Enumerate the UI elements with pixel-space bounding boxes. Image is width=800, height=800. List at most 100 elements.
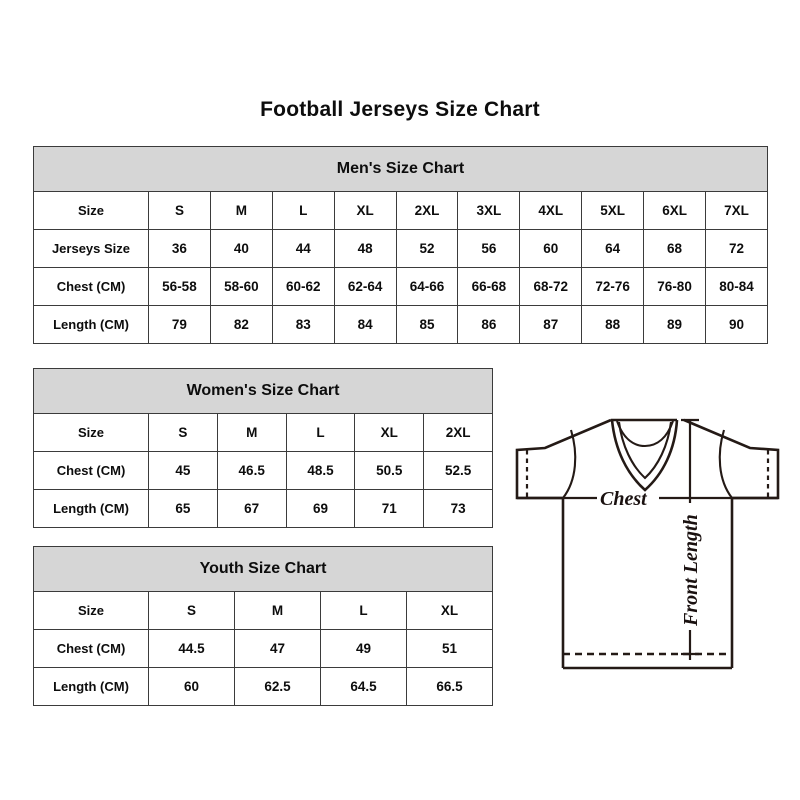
- row-label-chest-cm: Chest (CM): [33, 629, 149, 668]
- cell: 58-60: [209, 267, 273, 306]
- cell: 60: [519, 229, 583, 268]
- cell: 90: [705, 305, 768, 344]
- v-neck-outer-line: [610, 419, 679, 492]
- cell: 48: [333, 229, 397, 268]
- column-header-xl: XL: [405, 591, 494, 630]
- column-header-size: Size: [33, 591, 149, 630]
- cell: 73: [423, 489, 494, 528]
- cell: 56: [457, 229, 521, 268]
- youth-table-caption: Youth Size Chart: [32, 546, 494, 592]
- v-neck-inner-band-2: [616, 420, 674, 448]
- cell: 88: [581, 305, 645, 344]
- column-header-size: Size: [33, 413, 149, 452]
- row-label-chest-cm: Chest (CM): [33, 267, 149, 306]
- womens-table-caption: Women's Size Chart: [32, 368, 494, 414]
- cell: 71: [354, 489, 425, 528]
- column-header-2xl: 2XL: [395, 191, 459, 230]
- mens-table-caption: Men's Size Chart: [33, 146, 768, 192]
- row-label-length-cm: Length (CM): [33, 305, 149, 344]
- column-header-7xl: 7XL: [705, 191, 768, 230]
- column-header-4xl: 4XL: [519, 191, 583, 230]
- column-header-size: Size: [33, 191, 149, 230]
- cell: 60-62: [271, 267, 335, 306]
- cell: 76-80: [643, 267, 707, 306]
- column-header-6xl: 6XL: [643, 191, 707, 230]
- column-header-3xl: 3XL: [457, 191, 521, 230]
- column-header-l: L: [271, 191, 335, 230]
- table-caption-row: Women's Size Chart: [32, 368, 494, 414]
- cell: 50.5: [354, 451, 425, 490]
- cell: 62-64: [333, 267, 397, 306]
- front-length-label: Front Length: [680, 514, 702, 627]
- table-header-row: Size S M L XL: [33, 591, 494, 630]
- cell: 66.5: [405, 667, 494, 706]
- column-header-5xl: 5XL: [581, 191, 645, 230]
- cell: 68-72: [519, 267, 583, 306]
- mens-size-chart-table: Men's Size Chart Size S M L XL 2XL 3XL 4…: [33, 146, 768, 344]
- right-sleeve-outline: [683, 418, 780, 500]
- cell: 69: [285, 489, 356, 528]
- table-row: Chest (CM) 44.5 47 49 51: [33, 629, 494, 668]
- table-row: Length (CM) 60 62.5 64.5 66.5: [33, 667, 494, 706]
- column-header-l: L: [285, 413, 356, 452]
- column-header-l: L: [320, 591, 407, 630]
- column-header-m: M: [234, 591, 321, 630]
- cell: 65: [148, 489, 218, 528]
- cell: 36: [148, 229, 211, 268]
- column-header-s: S: [148, 413, 218, 452]
- cell: 83: [271, 305, 335, 344]
- cell: 84: [333, 305, 397, 344]
- left-armhole-seam: [562, 429, 577, 499]
- chest-label: Chest: [600, 488, 648, 510]
- cell: 85: [395, 305, 459, 344]
- cell: 40: [209, 229, 273, 268]
- cell: 82: [209, 305, 273, 344]
- column-header-2xl: 2XL: [423, 413, 494, 452]
- table-row: Jerseys Size 36 40 44 48 52 56 60 64 68 …: [33, 229, 768, 268]
- row-label-length-cm: Length (CM): [33, 667, 149, 706]
- table-header-row: Size S M L XL 2XL 3XL 4XL 5XL 6XL 7XL: [33, 191, 768, 230]
- table-header-row: Size S M L XL 2XL: [33, 413, 494, 452]
- cell: 79: [148, 305, 211, 344]
- column-header-xl: XL: [354, 413, 425, 452]
- right-armhole-seam: [718, 429, 733, 499]
- table-caption-row: Youth Size Chart: [32, 546, 494, 592]
- cell: 89: [643, 305, 707, 344]
- cell: 86: [457, 305, 521, 344]
- row-label-jerseys-size: Jerseys Size: [33, 229, 149, 268]
- table-row: Length (CM) 79 82 83 84 85 86 87 88 89 9…: [33, 305, 768, 344]
- youth-size-chart-table: Youth Size Chart Size S M L XL Chest (CM…: [32, 546, 494, 706]
- cell: 44: [271, 229, 335, 268]
- cell: 62.5: [234, 667, 321, 706]
- column-header-m: M: [209, 191, 273, 230]
- table-caption-row: Men's Size Chart: [33, 146, 768, 192]
- cell: 66-68: [457, 267, 521, 306]
- table-row: Length (CM) 65 67 69 71 73: [33, 489, 494, 528]
- cell: 72: [705, 229, 768, 268]
- cell: 72-76: [581, 267, 645, 306]
- cell: 87: [519, 305, 583, 344]
- cell: 52.5: [423, 451, 494, 490]
- cell: 44.5: [148, 629, 235, 668]
- cell: 64-66: [395, 267, 459, 306]
- jersey-measurement-diagram: Chest Front Length: [505, 398, 790, 683]
- cell: 68: [643, 229, 707, 268]
- table-row: Chest (CM) 45 46.5 48.5 50.5 52.5: [33, 451, 494, 490]
- column-header-s: S: [148, 191, 211, 230]
- cell: 60: [148, 667, 235, 706]
- cell: 45: [148, 451, 218, 490]
- table-row: Chest (CM) 56-58 58-60 60-62 62-64 64-66…: [33, 267, 768, 306]
- column-header-xl: XL: [333, 191, 397, 230]
- column-header-m: M: [216, 413, 287, 452]
- cell: 46.5: [216, 451, 287, 490]
- cell: 64: [581, 229, 645, 268]
- row-label-length-cm: Length (CM): [33, 489, 149, 528]
- cell: 48.5: [285, 451, 356, 490]
- page-title: Football Jerseys Size Chart: [260, 98, 540, 121]
- cell: 52: [395, 229, 459, 268]
- cell: 47: [234, 629, 321, 668]
- cell: 56-58: [148, 267, 211, 306]
- cell: 49: [320, 629, 407, 668]
- v-neck-inner-band-1: [617, 421, 673, 480]
- womens-size-chart-table: Women's Size Chart Size S M L XL 2XL Che…: [32, 368, 494, 528]
